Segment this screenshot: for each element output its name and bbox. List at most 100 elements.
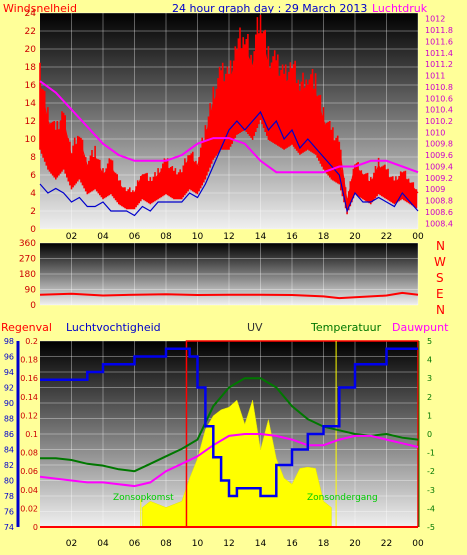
x-tick-label: 06 bbox=[129, 232, 141, 242]
y-tick-label-direction: 360 bbox=[19, 239, 36, 249]
y-tick-label-rain: 0.12 bbox=[20, 411, 38, 420]
x-tick-label: 12 bbox=[223, 539, 234, 549]
y-tick-label-temperature: 3 bbox=[427, 374, 432, 383]
y-tick-label-humidity: 98 bbox=[4, 337, 14, 346]
legend-uv: UV bbox=[247, 321, 263, 334]
x-tick-label: 02 bbox=[66, 539, 77, 549]
y-tick-label-wind: 10 bbox=[25, 135, 37, 145]
y-tick-label-wind: 2 bbox=[30, 207, 36, 217]
legend-regenval: Regenval bbox=[1, 321, 52, 334]
legend-luchtvochtigheid: Luchtvochtigheid bbox=[66, 321, 161, 334]
x-tick-label: 10 bbox=[192, 232, 204, 242]
y-tick-label-humidity: 96 bbox=[4, 353, 14, 362]
y-tick-label-temperature: -3 bbox=[427, 486, 435, 495]
humidity-line bbox=[40, 347, 418, 498]
tick-labels: 0246810121416182022241008.41008.61008.81… bbox=[4, 9, 453, 549]
y-tick-label-temperature: 1 bbox=[427, 411, 432, 420]
y-tick-label-temperature: 5 bbox=[427, 337, 432, 346]
y-tick-label-pressure: 1011.8 bbox=[425, 26, 453, 35]
x-tick-label: 18 bbox=[318, 232, 330, 242]
y-tick-label-pressure: 1012 bbox=[425, 15, 445, 24]
y-tick-label-rain: 0.14 bbox=[20, 393, 38, 402]
y-tick-label-humidity: 76 bbox=[4, 508, 14, 517]
y-tick-label-wind: 20 bbox=[25, 45, 37, 55]
y-tick-label-temperature: 4 bbox=[427, 356, 432, 365]
x-tick-label: 22 bbox=[381, 232, 392, 242]
x-tick-label: 08 bbox=[160, 539, 172, 549]
wind-gust-series bbox=[39, 14, 418, 215]
y-tick-label-rain: 0.02 bbox=[20, 504, 38, 513]
y-tick-label-temperature: -5 bbox=[427, 523, 435, 532]
x-tick-label: 00 bbox=[412, 539, 424, 549]
y-tick-label-wind: 6 bbox=[30, 171, 36, 181]
y-tick-label-rain: 0.06 bbox=[20, 467, 38, 476]
y-tick-label-wind: 24 bbox=[25, 9, 37, 19]
y-tick-label-rain: 0.16 bbox=[20, 374, 38, 383]
x-tick-label: 14 bbox=[255, 232, 267, 242]
y-tick-label-wind: 4 bbox=[30, 189, 36, 199]
y-tick-label-wind: 8 bbox=[30, 153, 36, 163]
y-tick-label-rain: 0.2 bbox=[25, 337, 38, 346]
y-tick-label-humidity: 88 bbox=[4, 415, 14, 424]
y-tick-label-temperature: -2 bbox=[427, 467, 435, 476]
y-tick-label-rain: 0.18 bbox=[20, 356, 38, 365]
y-tick-label-humidity: 74 bbox=[4, 523, 14, 532]
compass-s: S bbox=[436, 271, 444, 285]
y-tick-label-pressure: 1010.8 bbox=[425, 83, 453, 92]
dewpoint-line bbox=[39, 433, 419, 488]
y-tick-label-wind: 14 bbox=[25, 99, 37, 109]
y-tick-label-wind: 0 bbox=[30, 225, 36, 235]
x-tick-label: 08 bbox=[160, 232, 172, 242]
y-tick-label-rain: 0.04 bbox=[20, 486, 38, 495]
legend-temperatuur: Temperatuur bbox=[310, 321, 382, 334]
x-tick-label: 12 bbox=[223, 232, 234, 242]
y-tick-label-pressure: 1011.2 bbox=[425, 60, 453, 69]
y-tick-label-wind: 16 bbox=[25, 81, 37, 91]
y-tick-label-humidity: 92 bbox=[4, 384, 14, 393]
y-tick-label-wind: 18 bbox=[25, 63, 37, 73]
x-tick-label: 00 bbox=[412, 232, 424, 242]
x-tick-label: 04 bbox=[97, 539, 109, 549]
temperature-line bbox=[40, 377, 419, 473]
y-tick-label-humidity: 84 bbox=[4, 446, 14, 455]
y-tick-label-humidity: 90 bbox=[4, 399, 14, 408]
y-tick-label-direction: 180 bbox=[19, 270, 36, 280]
x-tick-label: 04 bbox=[97, 232, 109, 242]
y-tick-label-pressure: 1011.4 bbox=[425, 49, 453, 58]
uv-area bbox=[142, 399, 332, 528]
y-tick-label-rain: 0.08 bbox=[20, 449, 38, 458]
x-tick-label: 06 bbox=[129, 539, 141, 549]
compass-n-top: N bbox=[436, 239, 445, 253]
compass-n-bottom: N bbox=[436, 303, 445, 317]
x-tick-label: 18 bbox=[318, 539, 330, 549]
x-tick-label: 10 bbox=[192, 539, 204, 549]
y-tick-label-pressure: 1008.8 bbox=[425, 197, 453, 206]
y-tick-label-wind: 12 bbox=[25, 117, 36, 127]
y-tick-label-temperature: -4 bbox=[427, 504, 435, 513]
y-tick-label-pressure: 1011 bbox=[425, 72, 445, 81]
x-tick-label: 22 bbox=[381, 539, 392, 549]
y-tick-label-humidity: 80 bbox=[4, 477, 14, 486]
y-tick-label-direction: 0 bbox=[30, 301, 36, 311]
x-tick-label: 20 bbox=[349, 539, 361, 549]
y-tick-label-pressure: 1008.4 bbox=[425, 219, 453, 228]
sunrise-label: Zonsopkomst bbox=[113, 493, 174, 503]
y-tick-label-pressure: 1010 bbox=[425, 128, 445, 137]
y-tick-label-pressure: 1009 bbox=[425, 185, 445, 194]
right-title: Luchtdruk bbox=[372, 2, 428, 15]
legend-dauwpunt: Dauwpunt bbox=[392, 321, 449, 334]
y-tick-label-humidity: 82 bbox=[4, 461, 14, 470]
page-title: 24 hour graph day : 29 March 2013 bbox=[172, 2, 367, 15]
y-tick-label-pressure: 1008.6 bbox=[425, 208, 453, 217]
y-tick-label-pressure: 1010.4 bbox=[425, 106, 453, 115]
y-tick-label-direction: 270 bbox=[19, 255, 36, 265]
solar-window-frame bbox=[185, 340, 419, 527]
y-tick-label-humidity: 78 bbox=[4, 492, 14, 501]
y-tick-label-pressure: 1009.6 bbox=[425, 151, 453, 160]
x-tick-label: 14 bbox=[255, 539, 267, 549]
y-tick-label-pressure: 1010.2 bbox=[425, 117, 453, 126]
x-tick-label: 02 bbox=[66, 232, 77, 242]
y-tick-label-temperature: 2 bbox=[427, 393, 432, 402]
left-title: Windsnelheid bbox=[3, 2, 77, 15]
